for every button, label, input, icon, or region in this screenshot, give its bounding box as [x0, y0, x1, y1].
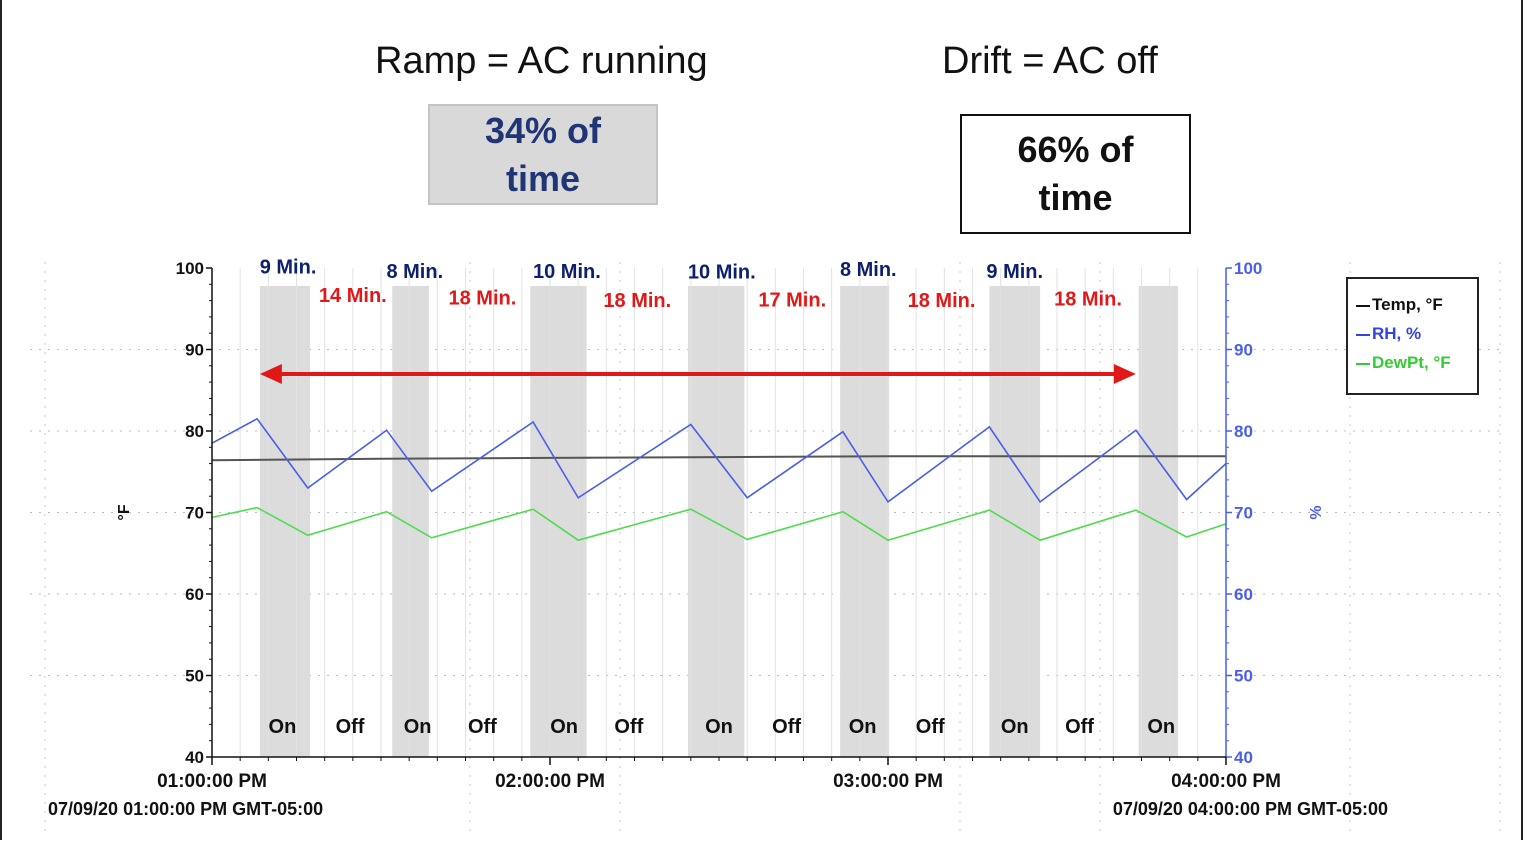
series-line-temp [211, 455, 1226, 462]
x-tick-label: 02:00:00 PM [495, 771, 605, 792]
y-right-tick-label: 50 [1234, 667, 1253, 686]
on-off-label: On [849, 716, 877, 738]
on-duration-label: 8 Min. [840, 259, 897, 281]
legend-item-temp: Temp, °F [1356, 295, 1443, 315]
on-duration-label: 10 Min. [533, 261, 601, 283]
y-right-axis-title: % [1308, 505, 1325, 519]
drift-percent-line1: 66% of [1017, 129, 1134, 170]
y-left-tick-label: 70 [185, 504, 204, 523]
chart-legend: Temp, °F RH, % DewPt, °F [1346, 277, 1479, 395]
on-off-label: Off [468, 716, 497, 738]
drift-percent-box: 66% of time [960, 114, 1191, 234]
duration-arrow-left-head [259, 363, 282, 384]
series-line-rh [211, 417, 1227, 504]
y-left-tick-label: 50 [185, 667, 204, 686]
on-off-label: On [404, 716, 432, 738]
on-duration-label: 8 Min. [386, 261, 443, 283]
y-right-tick-label: 70 [1234, 504, 1253, 523]
on-period-shade [840, 286, 890, 757]
legend-swatch-rh [1356, 333, 1370, 336]
on-off-label: On [705, 716, 733, 738]
on-off-label: Off [614, 716, 643, 738]
on-period-shade [530, 286, 587, 757]
off-duration-label: 17 Min. [758, 289, 826, 311]
y-right-tick-label: 60 [1234, 585, 1253, 604]
legend-item-rh: RH, % [1356, 324, 1421, 344]
on-off-label: On [1001, 716, 1029, 738]
ramp-percent-box: 34% of time [428, 104, 658, 205]
off-duration-label: 18 Min. [1054, 288, 1122, 310]
on-off-label: Off [916, 716, 945, 738]
x-tick-label: 04:00:00 PM [1171, 771, 1281, 792]
y-left-tick-label: 80 [185, 422, 204, 441]
drift-header: Drift = AC off [942, 40, 1158, 82]
legend-swatch-dewpt [1356, 362, 1370, 365]
on-duration-label: 9 Min. [260, 257, 317, 279]
on-off-label: On [1147, 716, 1175, 738]
y-left-tick-label: 100 [176, 259, 204, 278]
x-range-end-label: 07/09/20 04:00:00 PM GMT-05:00 [1113, 799, 1388, 819]
series-line-dew [211, 506, 1227, 542]
y-right-tick-label: 100 [1234, 259, 1262, 278]
duration-arrow-right-head [1113, 363, 1136, 384]
off-duration-label: 14 Min. [319, 285, 387, 307]
on-off-label: On [269, 716, 297, 738]
y-left-axis-title: °F [116, 504, 133, 520]
ramp-percent-line2: time [505, 157, 580, 199]
legend-label-dewpt: DewPt, °F [1372, 353, 1451, 372]
off-duration-label: 18 Min. [449, 288, 517, 310]
y-left-tick-label: 40 [185, 748, 204, 767]
ramp-header: Ramp = AC running [375, 40, 708, 82]
legend-label-temp: Temp, °F [1372, 295, 1443, 314]
x-range-start-label: 07/09/20 01:00:00 PM GMT-05:00 [48, 799, 323, 819]
drift-percent-line2: time [1038, 177, 1113, 218]
y-left-tick-label: 90 [185, 341, 204, 360]
y-right-tick-label: 40 [1234, 748, 1253, 767]
x-tick-label: 01:00:00 PM [157, 771, 267, 792]
on-off-label: Off [1065, 716, 1094, 738]
off-duration-label: 18 Min. [603, 290, 671, 312]
on-off-label: Off [772, 716, 801, 738]
on-off-label: On [550, 716, 578, 738]
on-period-shade [392, 286, 429, 757]
y-right-tick-label: 80 [1234, 422, 1253, 441]
on-off-label: Off [336, 716, 365, 738]
on-period-shade [259, 286, 311, 757]
y-right-tick-label: 90 [1234, 341, 1253, 360]
legend-swatch-temp [1356, 304, 1370, 307]
on-duration-label: 9 Min. [986, 261, 1043, 283]
on-duration-label: 10 Min. [688, 262, 756, 284]
x-tick-label: 03:00:00 PM [833, 771, 943, 792]
on-period-shade [688, 286, 745, 757]
y-left-tick-label: 60 [185, 585, 204, 604]
off-duration-label: 18 Min. [908, 290, 976, 312]
on-period-shade [989, 286, 1041, 757]
legend-label-rh: RH, % [1372, 324, 1422, 343]
legend-item-dewpt: DewPt, °F [1356, 353, 1451, 373]
ramp-percent-line1: 34% of [484, 109, 602, 151]
